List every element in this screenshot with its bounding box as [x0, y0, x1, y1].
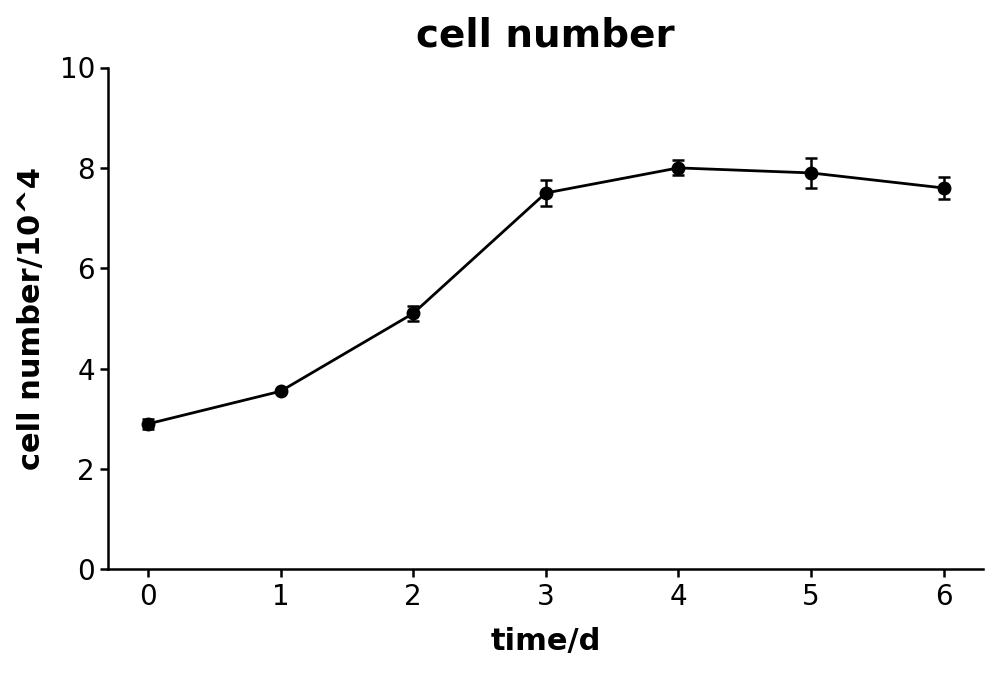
Y-axis label: cell number/10^4: cell number/10^4: [17, 167, 46, 470]
X-axis label: time/d: time/d: [491, 627, 601, 656]
Title: cell number: cell number: [416, 17, 675, 55]
